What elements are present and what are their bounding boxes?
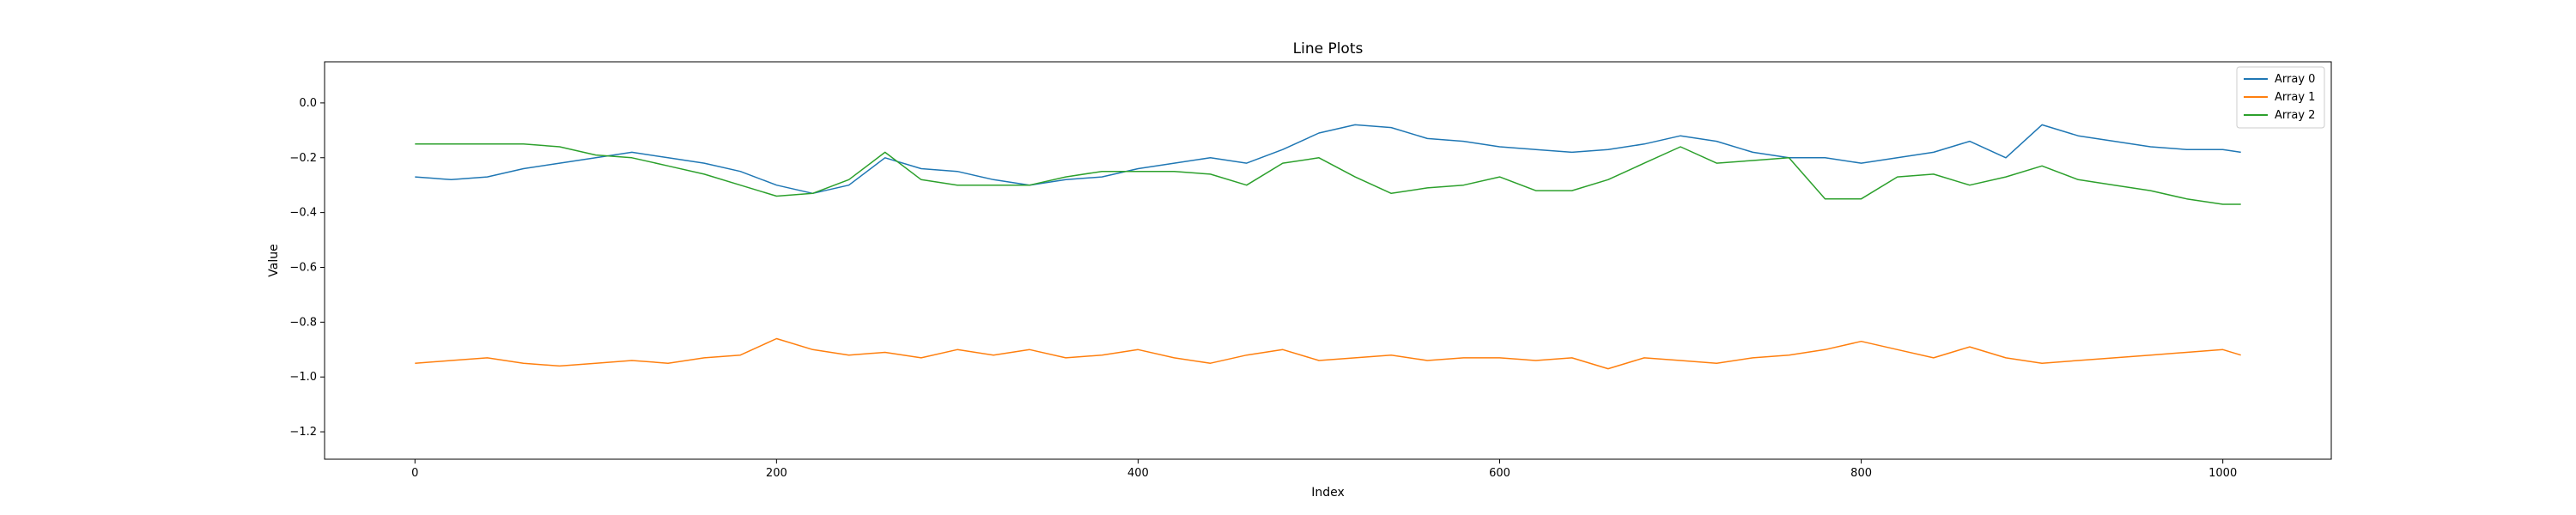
x-axis-label: Index xyxy=(1311,486,1345,500)
y-axis: 0.0 −0.2 −0.4 −0.6 −0.8 −1.0 −1.2 xyxy=(289,97,325,439)
y-tick-label: −0.6 xyxy=(289,261,317,274)
x-tick-label: 0 xyxy=(411,467,418,480)
x-tick-label: 600 xyxy=(1489,467,1510,480)
series-line-array-2 xyxy=(415,143,2241,205)
y-tick-label: −1.0 xyxy=(289,371,317,384)
y-tick-label: −0.4 xyxy=(289,207,317,220)
series-line-array-0 xyxy=(415,124,2241,195)
x-tick-label: 400 xyxy=(1127,467,1149,480)
x-axis: 0 200 400 600 800 1000 xyxy=(411,459,2237,480)
legend-box xyxy=(2236,66,2325,129)
y-tick-label: −0.8 xyxy=(289,316,317,329)
y-tick-label: −0.2 xyxy=(289,152,317,165)
legend-label: Array 2 xyxy=(2275,109,2315,122)
chart-title: Line Plots xyxy=(1293,40,1364,58)
y-axis-label: Value xyxy=(267,244,281,276)
x-tick-label: 200 xyxy=(766,467,787,480)
x-tick-label: 800 xyxy=(1850,467,1872,480)
plot-area xyxy=(415,124,2241,370)
y-tick-label: −1.2 xyxy=(289,426,317,439)
legend: Array 0 Array 1 Array 2 xyxy=(2236,66,2325,129)
y-tick-label: 0.0 xyxy=(299,97,317,110)
plot-frame xyxy=(324,61,2332,460)
x-tick-label: 1000 xyxy=(2208,467,2237,480)
series-line-array-1 xyxy=(415,337,2241,370)
legend-label: Array 1 xyxy=(2275,91,2315,104)
legend-label: Array 0 xyxy=(2275,73,2315,86)
